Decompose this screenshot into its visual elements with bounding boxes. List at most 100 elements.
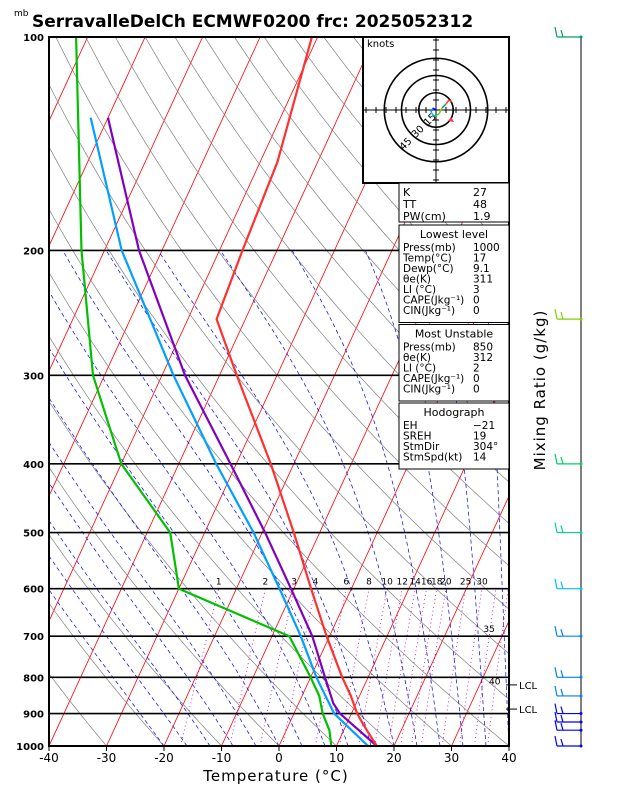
axis-ticks: -40 -30 -20 -10 0 10 20 30 40	[39, 746, 517, 765]
dry-adiabat	[49, 271, 452, 746]
most-unstable-row-label: LI (°C)	[403, 363, 436, 375]
background-grid	[49, 37, 618, 746]
lowest-level-row-label: Dewp(°C)	[403, 263, 454, 275]
pressure-tick-label: 500	[23, 529, 44, 540]
isotherm	[393, 495, 509, 746]
wind-barb-dot	[579, 694, 583, 698]
wind-barb-flag	[560, 738, 564, 747]
most-unstable-box	[398, 324, 510, 402]
wind-barb-dot	[579, 712, 583, 716]
isotherm	[49, 37, 319, 622]
mixing-ratio-label: 16	[421, 578, 433, 588]
mixing-ratio-line	[487, 588, 509, 746]
lowest-level-row-label: CIN(Jkg⁻¹)	[403, 305, 455, 317]
wind-barb-flag	[560, 706, 564, 714]
hodograph-table-box	[398, 402, 510, 470]
storm-motion-arrow	[448, 117, 454, 122]
isotherm	[49, 37, 146, 247]
hodograph-trace	[441, 103, 447, 109]
x-tick-label: -30	[97, 751, 117, 765]
lowest-level-row-value: 0	[473, 295, 480, 307]
wind-barb-flag	[560, 311, 564, 320]
temperature-curve	[215, 37, 378, 746]
hodograph-table-row-value: 19	[473, 431, 486, 443]
pw-label: PW(cm)	[403, 210, 446, 223]
x-tick-label: 0	[275, 751, 283, 765]
mixing-ratio-label: 6	[343, 578, 349, 588]
dry-adiabat	[49, 145, 509, 700]
hodograph-trace	[448, 99, 453, 103]
wind-barb-flag	[554, 735, 558, 747]
isotherm	[49, 37, 376, 746]
indices-panel: K 27 TT 48 PW(cm) 1.9	[398, 182, 510, 223]
pressure-tick-label: 1000	[16, 742, 44, 753]
x-tick-label: -20	[154, 751, 174, 765]
lowest-level-row-label: θe(K)	[403, 274, 431, 286]
dry-adiabat	[114, 37, 509, 524]
dry-adiabat	[85, 37, 509, 567]
wind-barb-flag	[554, 711, 558, 723]
pressure-tick-label: 200	[23, 246, 44, 257]
wind-barb-flag	[554, 667, 558, 678]
wind-barb-dot	[579, 728, 583, 732]
moist-adiabat	[49, 520, 211, 746]
chart-title: SerravalleDelCh ECMWF0200 frc: 202505231…	[32, 12, 473, 32]
lowest-level-row-value: 1000	[473, 242, 500, 254]
wind-barb-flag	[554, 703, 558, 714]
mixing-ratio-label: 10	[381, 578, 393, 588]
hodograph-trace	[438, 107, 443, 115]
wind-barb-dot	[579, 531, 583, 535]
lowest-level-row-value: 311	[473, 274, 493, 286]
wind-barb-flag	[554, 685, 558, 697]
mixing-ratio-label: 14	[409, 578, 421, 588]
dry-adiabat	[49, 400, 337, 746]
x-tick-label: 40	[501, 751, 516, 765]
wind-barb-flag	[560, 29, 564, 38]
most-unstable-row-label: Press(mb)	[403, 342, 456, 354]
isotherm	[451, 620, 509, 746]
lowest-level-row-label: CAPE(Jkg⁻¹)	[403, 295, 464, 307]
hodograph-units: knots	[367, 39, 394, 50]
lowest-level-header: Lowest level	[420, 228, 488, 241]
isotherm	[567, 37, 618, 746]
lowest-level-row-label: Temp(°C)	[402, 253, 452, 265]
lowest-level-row-value: 0	[473, 305, 480, 317]
moist-adiabat	[49, 347, 303, 746]
mixing-ratio-label: 12	[397, 578, 408, 588]
dry-adiabat	[49, 335, 395, 746]
mixing-ratio-label: 2	[262, 578, 268, 588]
reference-lapse-line	[89, 117, 369, 746]
wind-barb-flag	[560, 723, 564, 731]
wind-barb-dot	[579, 634, 583, 638]
dry-adiabat	[49, 534, 222, 746]
wind-barb-flag	[560, 670, 564, 678]
wind-barb-flag	[560, 629, 564, 637]
wind-barb-flag	[554, 522, 558, 533]
pressure-tick-label: 900	[23, 710, 44, 721]
pressure-tick-label: 100	[23, 33, 44, 44]
wind-barb-dot	[579, 744, 583, 748]
hodograph-table-row-label: EH	[403, 420, 418, 432]
most-unstable-row-value: 850	[473, 342, 493, 354]
lowest-level-row-label: LI (°C)	[403, 284, 436, 296]
most-unstable-row-value: 0	[473, 384, 480, 396]
hodograph-trace	[433, 113, 440, 117]
pressure-tick-label: 700	[23, 632, 44, 643]
mixing-ratio-label: 3	[291, 578, 297, 588]
hodograph-trace	[430, 111, 435, 117]
x-tick-label: -10	[212, 751, 232, 765]
pw-value: 1.9	[473, 210, 491, 223]
mixing-ratio-label: 25	[460, 578, 471, 588]
mixing-ratio-line	[180, 588, 220, 746]
mixing-ratio-label: 30	[476, 578, 488, 588]
mixing-ratio-label: 35	[483, 625, 494, 635]
wind-barb-flag	[554, 26, 558, 38]
moist-adiabat	[49, 589, 165, 746]
wind-barbs	[554, 26, 583, 748]
moist-adiabat	[49, 397, 280, 746]
moist-adiabat	[291, 250, 441, 746]
hodograph-trace	[445, 99, 450, 105]
